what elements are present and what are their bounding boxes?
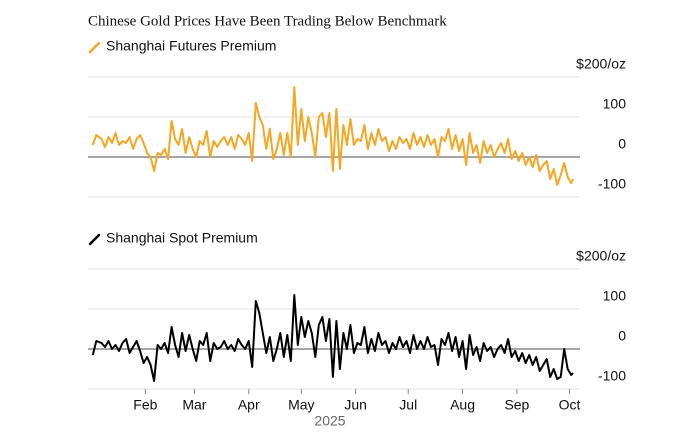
y-tick-label: 0 (618, 328, 626, 344)
y-tick-label: 100 (603, 288, 627, 304)
y-tick-label: $200/oz (576, 56, 626, 72)
data-line (91, 86, 574, 186)
legend-label: Shanghai Futures Premium (106, 38, 276, 54)
legend-icon (88, 41, 101, 54)
x-tick-label: Feb (133, 397, 157, 413)
y-tick-label: 0 (618, 136, 626, 152)
y-tick-label: 100 (603, 96, 627, 112)
x-tick-label: Apr (238, 397, 260, 413)
x-axis-label: 2025 (314, 413, 345, 429)
x-tick-label: May (288, 397, 314, 413)
x-tick-label: Oct (559, 397, 581, 413)
y-tick-label: -100 (598, 368, 626, 384)
x-tick-label: Mar (182, 397, 206, 413)
x-tick-label: Jun (344, 397, 367, 413)
x-tick-label: Sep (504, 397, 529, 413)
chart-title: Chinese Gold Prices Have Been Trading Be… (88, 13, 447, 29)
x-tick-label: Jul (399, 397, 417, 413)
data-line (91, 294, 574, 382)
y-tick-label: $200/oz (576, 248, 626, 264)
legend-label: Shanghai Spot Premium (106, 230, 258, 246)
legend-icon (88, 233, 101, 246)
y-tick-label: -100 (598, 176, 626, 192)
x-tick-label: Aug (450, 397, 475, 413)
